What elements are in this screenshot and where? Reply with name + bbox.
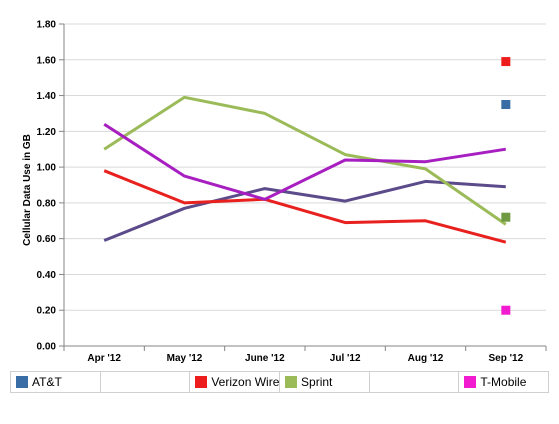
legend-swatch xyxy=(16,376,28,388)
legend: AT&T Verizon Wireless Sprint T-Mobile xyxy=(10,371,549,393)
y-tick-label: 0.60 xyxy=(37,234,57,245)
x-tick-label: Apr '12 xyxy=(87,353,121,364)
grid-lines xyxy=(59,23,547,351)
y-axis-label: Cellular Data Use in GB xyxy=(22,134,33,246)
series-lines xyxy=(103,95,507,244)
series-line-2 xyxy=(103,169,507,244)
legend-label: AT&T xyxy=(32,375,62,389)
legend-label: Verizon Wireless xyxy=(211,375,280,389)
series-line-4 xyxy=(103,122,507,201)
x-axis-ticks: Apr '12 May '12 June '12 Jul '12 Aug '12 Sep … xyxy=(87,353,523,364)
x-tick-label: June '12 xyxy=(245,353,285,364)
x-tick-label: Aug '12 xyxy=(408,353,444,364)
y-tick-label: 1.00 xyxy=(37,163,57,174)
legend-item xyxy=(370,372,460,392)
y-axis-ticks: 0.00 0.20 0.40 0.60 0.80 1.00 1.20 1.40 1.60 1.80 xyxy=(37,20,57,353)
marker-sprint xyxy=(501,212,511,222)
y-tick-label: 0.00 xyxy=(37,342,57,353)
marker-t-mobile xyxy=(501,305,511,315)
y-tick-label: 0.40 xyxy=(37,270,57,281)
legend-item xyxy=(101,372,191,392)
y-tick-label: 1.80 xyxy=(37,20,57,31)
legend-item: AT&T xyxy=(11,372,101,392)
legend-label: Sprint xyxy=(301,375,333,389)
series-line-1 xyxy=(103,179,506,242)
x-tick-label: Sep '12 xyxy=(489,353,524,364)
x-tick-label: Jul '12 xyxy=(330,353,361,364)
series-line-3 xyxy=(103,95,507,226)
legend-item: Verizon Wireless xyxy=(190,372,281,392)
legend-swatch xyxy=(464,376,477,388)
y-tick-label: 1.40 xyxy=(37,91,57,102)
legend-swatch xyxy=(195,376,208,388)
legend-label: T-Mobile xyxy=(480,375,527,389)
line-chart: 0.00 0.20 0.40 0.60 0.80 1.00 1.20 1.40 1.60 1.80… xyxy=(22,20,547,364)
legend-item: T-Mobile xyxy=(459,372,548,392)
marker-at-t xyxy=(501,100,511,109)
data-markers xyxy=(501,57,511,315)
y-tick-label: 0.80 xyxy=(37,198,57,209)
x-tick-label: May '12 xyxy=(167,353,203,364)
marker-verizon-wireless xyxy=(501,57,511,67)
legend-item: Sprint xyxy=(280,372,370,392)
y-tick-label: 0.20 xyxy=(37,306,57,317)
legend-swatch xyxy=(285,376,298,388)
y-tick-label: 1.20 xyxy=(37,127,57,138)
y-tick-label: 1.60 xyxy=(37,55,57,66)
